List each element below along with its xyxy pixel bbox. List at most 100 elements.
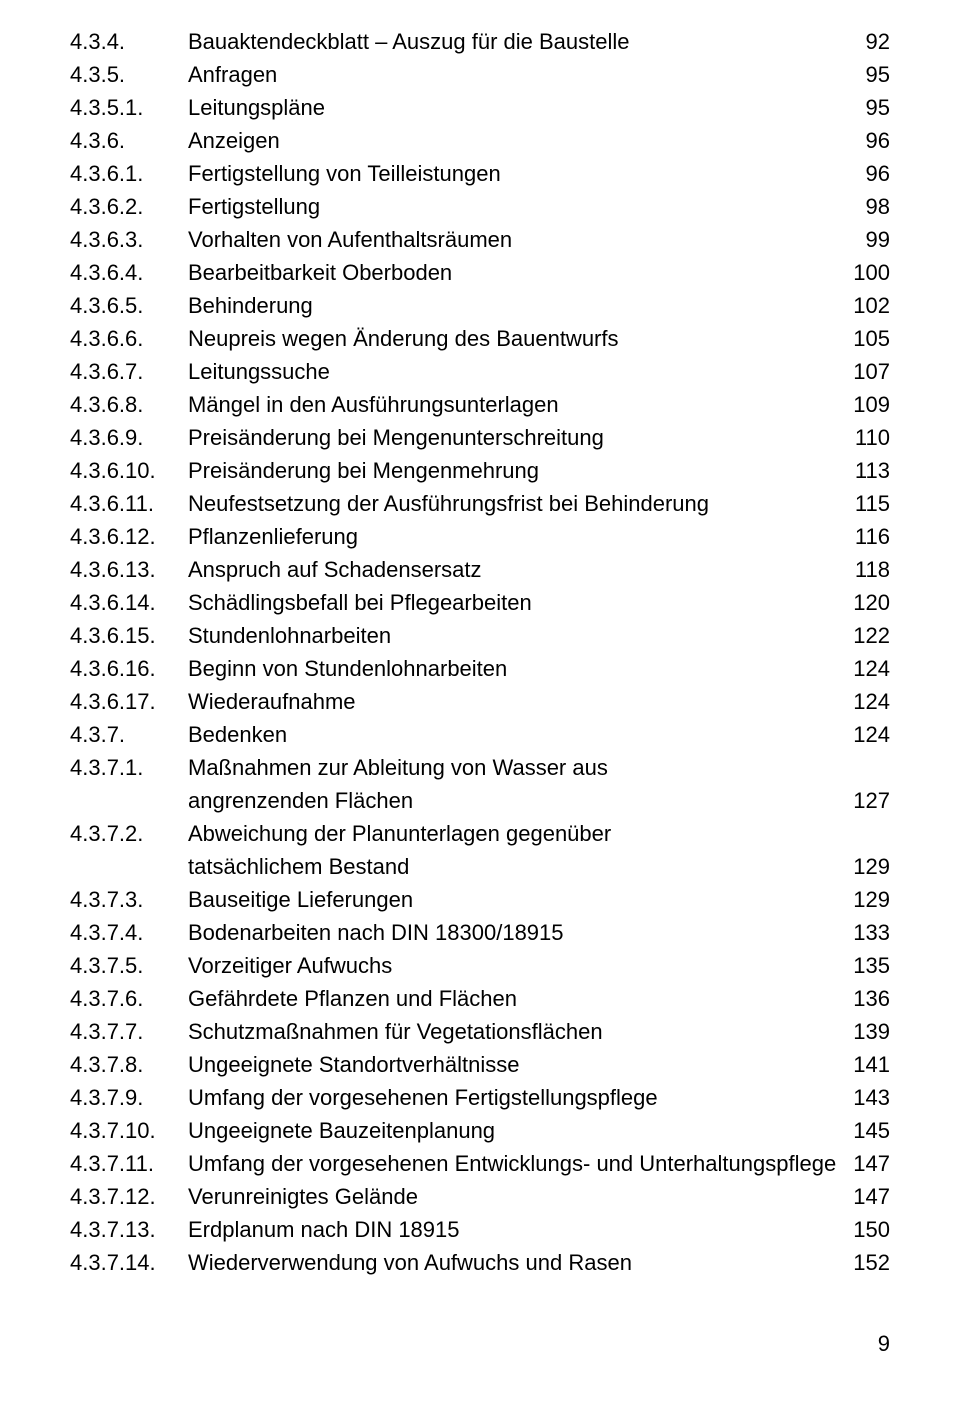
section-number: 4.3.7.9.	[70, 1081, 188, 1114]
entry-title: Mängel in den Ausführungsunterlagen	[188, 388, 853, 421]
toc-entry: 4.3.7.10.Ungeeignete Bauzeitenplanung145	[70, 1114, 890, 1147]
entry-title: Abweichung der Planunterlagen gegenüber	[188, 817, 890, 850]
entry-page: 147	[853, 1147, 890, 1180]
entry-page: 139	[853, 1015, 890, 1048]
section-number: 4.3.6.16.	[70, 652, 188, 685]
toc-entry: 4.3.6.17.Wiederaufnahme124	[70, 685, 890, 718]
toc-entry: 4.3.6.10.Preisänderung bei Mengenmehrung…	[70, 454, 890, 487]
entry-title: Ungeeignete Standortverhältnisse	[188, 1048, 853, 1081]
table-of-contents: 4.3.4.Bauaktendeckblatt – Auszug für die…	[70, 25, 890, 1279]
entry-page: 115	[855, 487, 890, 520]
entry-title: Schutzmaßnahmen für Vegetationsflächen	[188, 1015, 853, 1048]
entry-page: 127	[853, 784, 890, 817]
entry-title: Leitungspläne	[188, 91, 866, 124]
toc-entry: 4.3.6.13.Anspruch auf Schadensersatz118	[70, 553, 890, 586]
section-number: 4.3.6.17.	[70, 685, 188, 718]
section-number: 4.3.7.8.	[70, 1048, 188, 1081]
section-number: 4.3.6.13.	[70, 553, 188, 586]
toc-entry: 4.3.6.11.Neufestsetzung der Ausführungsf…	[70, 487, 890, 520]
toc-entry: 4.3.6.15.Stundenlohnarbeiten122	[70, 619, 890, 652]
toc-entry: 4.3.7.Bedenken124	[70, 718, 890, 751]
entry-title: Vorhalten von Aufenthaltsräumen	[188, 223, 866, 256]
entry-title: Bauaktendeckblatt – Auszug für die Baust…	[188, 25, 866, 58]
entry-page: 143	[853, 1081, 890, 1114]
toc-entry: 4.3.5.Anfragen95	[70, 58, 890, 91]
section-number: 4.3.6.5.	[70, 289, 188, 322]
toc-entry: 4.3.7.7.Schutzmaßnahmen für Vegetationsf…	[70, 1015, 890, 1048]
section-number: 4.3.6.6.	[70, 322, 188, 355]
section-number: 4.3.7.4.	[70, 916, 188, 949]
section-number: 4.3.6.3.	[70, 223, 188, 256]
entry-title: Umfang der vorgesehenen Fertigstellungsp…	[188, 1081, 853, 1114]
entry-title: Neufestsetzung der Ausführungsfrist bei …	[188, 487, 855, 520]
entry-title-continuation: angrenzenden Flächen	[188, 784, 853, 817]
entry-title: Bauseitige Lieferungen	[188, 883, 853, 916]
toc-entry: 4.3.6.6.Neupreis wegen Änderung des Baue…	[70, 322, 890, 355]
section-number: 4.3.5.1.	[70, 91, 188, 124]
section-number: 4.3.7.5.	[70, 949, 188, 982]
entry-title: Wiederverwendung von Aufwuchs und Rasen	[188, 1246, 853, 1279]
entry-page: 98	[866, 190, 890, 223]
section-number: 4.3.7.3.	[70, 883, 188, 916]
entry-page: 95	[866, 58, 890, 91]
entry-title: Preisänderung bei Mengenunterschreitung	[188, 421, 855, 454]
section-number: 4.3.5.	[70, 58, 188, 91]
toc-entry: 4.3.7.12.Verunreinigtes Gelände147	[70, 1180, 890, 1213]
entry-title: Umfang der vorgesehenen Entwicklungs- un…	[188, 1147, 853, 1180]
toc-entry: 4.3.7.6.Gefährdete Pflanzen und Flächen1…	[70, 982, 890, 1015]
entry-page: 150	[853, 1213, 890, 1246]
entry-page: 92	[866, 25, 890, 58]
entry-title: Fertigstellung	[188, 190, 866, 223]
section-number: 4.3.7.7.	[70, 1015, 188, 1048]
section-number: 4.3.6.9.	[70, 421, 188, 454]
entry-title: Maßnahmen zur Ableitung von Wasser aus	[188, 751, 890, 784]
entry-title: Gefährdete Pflanzen und Flächen	[188, 982, 853, 1015]
entry-page: 95	[866, 91, 890, 124]
toc-entry: 4.3.4.Bauaktendeckblatt – Auszug für die…	[70, 25, 890, 58]
entry-page: 124	[853, 718, 890, 751]
entry-title: Vorzeitiger Aufwuchs	[188, 949, 853, 982]
entry-page: 116	[855, 520, 890, 553]
section-number: 4.3.6.11.	[70, 487, 188, 520]
entry-title: Leitungssuche	[188, 355, 853, 388]
toc-entry: 4.3.7.3.Bauseitige Lieferungen129	[70, 883, 890, 916]
section-number: 4.3.6.7.	[70, 355, 188, 388]
section-number: 4.3.6.10.	[70, 454, 188, 487]
entry-title: Preisänderung bei Mengenmehrung	[188, 454, 855, 487]
entry-title: Bearbeitbarkeit Oberboden	[188, 256, 853, 289]
section-number: 4.3.6.15.	[70, 619, 188, 652]
toc-entry: 4.3.7.14.Wiederverwendung von Aufwuchs u…	[70, 1246, 890, 1279]
section-number: 4.3.7.6.	[70, 982, 188, 1015]
toc-entry: 4.3.7.8.Ungeeignete Standortverhältnisse…	[70, 1048, 890, 1081]
toc-entry: 4.3.7.5.Vorzeitiger Aufwuchs135	[70, 949, 890, 982]
entry-page: 109	[853, 388, 890, 421]
entry-title: Neupreis wegen Änderung des Bauentwurfs	[188, 322, 853, 355]
entry-page: 118	[855, 553, 890, 586]
toc-entry: 4.3.6.7.Leitungssuche107	[70, 355, 890, 388]
entry-title: Bedenken	[188, 718, 853, 751]
entry-page: 96	[866, 124, 890, 157]
section-number: 4.3.7.14.	[70, 1246, 188, 1279]
toc-entry: 4.3.6.9.Preisänderung bei Mengenuntersch…	[70, 421, 890, 454]
entry-page: 102	[853, 289, 890, 322]
entry-page: 136	[853, 982, 890, 1015]
entry-page: 105	[853, 322, 890, 355]
toc-entry: 4.3.7.9.Umfang der vorgesehenen Fertigst…	[70, 1081, 890, 1114]
entry-title: Erdplanum nach DIN 18915	[188, 1213, 853, 1246]
toc-entry: 4.3.6.8.Mängel in den Ausführungsunterla…	[70, 388, 890, 421]
entry-page: 107	[853, 355, 890, 388]
section-number: 4.3.6.2.	[70, 190, 188, 223]
entry-title: Fertigstellung von Teilleistungen	[188, 157, 866, 190]
page-number: 9	[70, 1327, 890, 1360]
section-number: 4.3.7.13.	[70, 1213, 188, 1246]
section-number: 4.3.7.10.	[70, 1114, 188, 1147]
entry-title: Verunreinigtes Gelände	[188, 1180, 853, 1213]
entry-page: 129	[853, 883, 890, 916]
section-number: 4.3.7.12.	[70, 1180, 188, 1213]
entry-title: Ungeeignete Bauzeitenplanung	[188, 1114, 853, 1147]
entry-page: 99	[866, 223, 890, 256]
toc-entry: 4.3.7.2.Abweichung der Planunterlagen ge…	[70, 817, 890, 850]
entry-page: 96	[866, 157, 890, 190]
entry-page: 124	[853, 652, 890, 685]
toc-entry: 4.3.7.1.Maßnahmen zur Ableitung von Wass…	[70, 751, 890, 784]
